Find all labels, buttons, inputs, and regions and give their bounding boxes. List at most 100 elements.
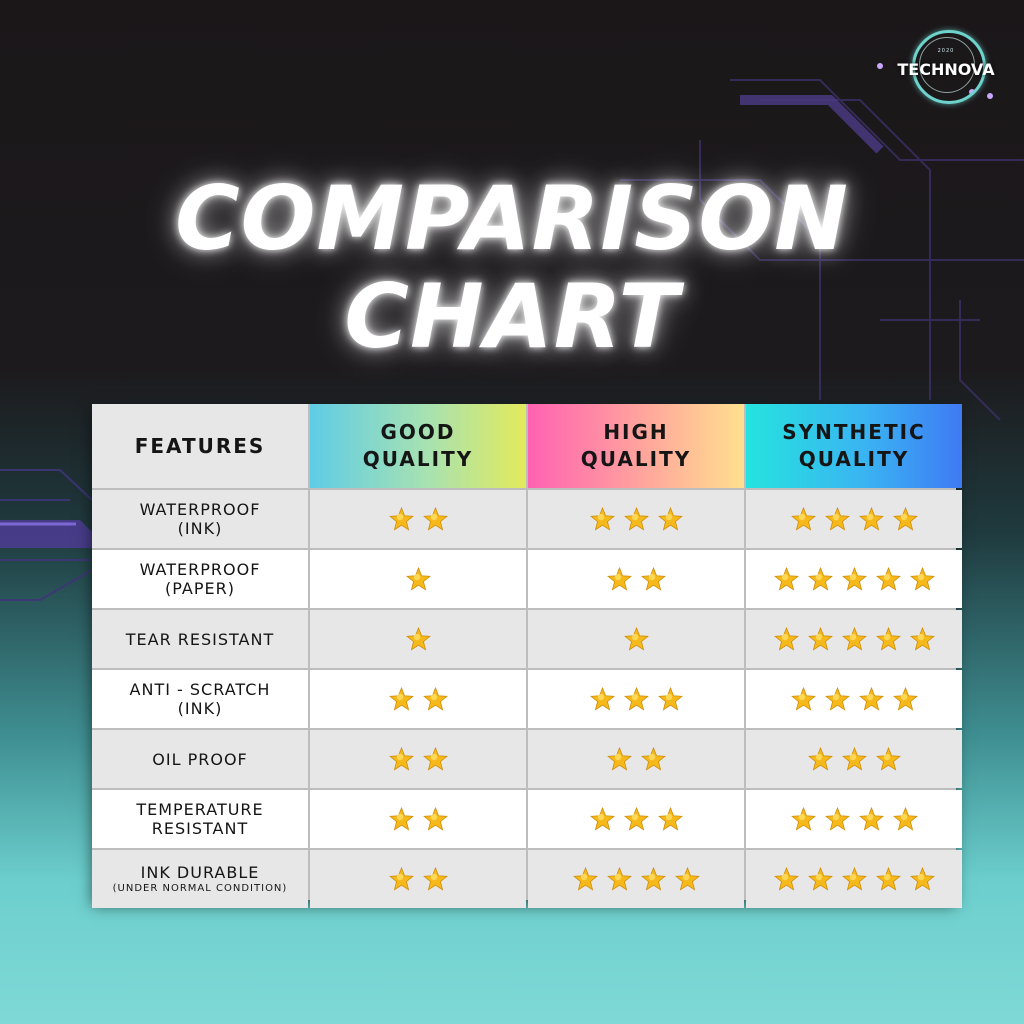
rating-cell-synthetic	[746, 670, 962, 728]
rating-cell-synthetic	[746, 550, 962, 608]
star-icon	[841, 566, 867, 591]
rating-cell-synthetic	[746, 730, 962, 788]
feature-cell: TEMPERATURE RESISTANT	[92, 790, 308, 848]
star-icon	[824, 806, 850, 831]
header-synthetic-line-1: SYNTHETIC	[782, 420, 926, 444]
star-icon	[858, 686, 884, 711]
star-icon	[790, 686, 816, 711]
star-icon	[572, 866, 598, 891]
logo-year: 2020	[937, 48, 955, 54]
header-high-line-1: HIGH	[603, 420, 669, 444]
star-rating	[388, 806, 448, 832]
rating-cell-high	[528, 790, 744, 848]
star-icon	[589, 506, 615, 531]
header-synthetic-line-2: QUALITY	[798, 447, 910, 471]
star-icon	[422, 746, 448, 771]
logo-ring	[912, 30, 986, 104]
star-rating	[773, 566, 935, 592]
star-icon	[875, 866, 901, 891]
logo-wordmark: TECHNOVA	[897, 60, 995, 79]
star-rating	[405, 626, 431, 652]
rating-cell-synthetic	[746, 490, 962, 548]
star-rating	[589, 686, 683, 712]
header-good-line-1: GOOD	[380, 420, 456, 444]
star-icon	[875, 746, 901, 771]
header-high-line-2: QUALITY	[580, 447, 692, 471]
feature-label: (INK)	[177, 519, 223, 538]
star-rating	[773, 626, 935, 652]
star-icon	[674, 866, 700, 891]
rating-cell-good	[310, 670, 526, 728]
star-icon	[790, 506, 816, 531]
rating-cell-synthetic	[746, 790, 962, 848]
star-icon	[909, 566, 935, 591]
star-icon	[875, 566, 901, 591]
feature-cell: INK DURABLE (UNDER NORMAL CONDITION)	[92, 850, 308, 908]
rating-cell-high	[528, 730, 744, 788]
title-line-1: COMPARISON	[175, 167, 849, 270]
star-icon	[422, 686, 448, 711]
rating-cell-high	[528, 550, 744, 608]
rating-cell-good	[310, 550, 526, 608]
star-icon	[388, 866, 414, 891]
star-icon	[824, 506, 850, 531]
feature-label: TEAR RESISTANT	[125, 629, 275, 649]
star-icon	[858, 806, 884, 831]
star-icon	[405, 566, 431, 591]
rating-cell-high	[528, 670, 744, 728]
star-icon	[623, 626, 649, 651]
star-icon	[773, 866, 799, 891]
feature-label: ANTI - SCRATCH	[129, 680, 271, 699]
feature-cell: WATERPROOF (PAPER)	[92, 550, 308, 608]
header-high-quality: HIGH QUALITY	[528, 404, 744, 488]
feature-label: WATERPROOF	[139, 500, 261, 519]
feature-cell: ANTI - SCRATCH (INK)	[92, 670, 308, 728]
star-icon	[807, 566, 833, 591]
title-line-2: CHART	[344, 265, 680, 368]
star-rating	[623, 626, 649, 652]
star-rating	[388, 746, 448, 772]
star-icon	[807, 866, 833, 891]
feature-cell: TEAR RESISTANT	[92, 610, 308, 668]
star-icon	[405, 626, 431, 651]
star-rating	[807, 746, 901, 772]
star-rating	[790, 806, 918, 832]
star-icon	[623, 686, 649, 711]
star-icon	[623, 806, 649, 831]
technova-logo: 2020 TECHNOVA	[894, 28, 1004, 108]
header-features-label: FEATURES	[134, 433, 266, 458]
rating-cell-synthetic	[746, 610, 962, 668]
feature-sublabel: (UNDER NORMAL CONDITION)	[112, 882, 288, 894]
star-icon	[606, 746, 632, 771]
rating-cell-good	[310, 790, 526, 848]
star-icon	[773, 566, 799, 591]
star-icon	[841, 626, 867, 651]
star-icon	[892, 506, 918, 531]
star-icon	[875, 626, 901, 651]
header-features: FEATURES	[92, 404, 308, 488]
star-icon	[422, 866, 448, 891]
star-icon	[623, 506, 649, 531]
feature-cell: OIL PROOF	[92, 730, 308, 788]
star-icon	[892, 806, 918, 831]
rating-cell-high	[528, 490, 744, 548]
rating-cell-high	[528, 850, 744, 908]
star-icon	[589, 806, 615, 831]
star-icon	[657, 506, 683, 531]
star-icon	[640, 566, 666, 591]
star-rating	[589, 506, 683, 532]
rating-cell-good	[310, 490, 526, 548]
star-icon	[858, 506, 884, 531]
star-icon	[388, 506, 414, 531]
feature-label: RESISTANT	[151, 819, 249, 838]
star-icon	[807, 626, 833, 651]
page-title: COMPARISON CHART	[0, 170, 1024, 366]
star-rating	[589, 806, 683, 832]
header-good-quality: GOOD QUALITY	[310, 404, 526, 488]
star-icon	[807, 746, 833, 771]
rating-cell-synthetic	[746, 850, 962, 908]
star-icon	[422, 506, 448, 531]
star-rating	[572, 866, 700, 892]
star-icon	[841, 746, 867, 771]
